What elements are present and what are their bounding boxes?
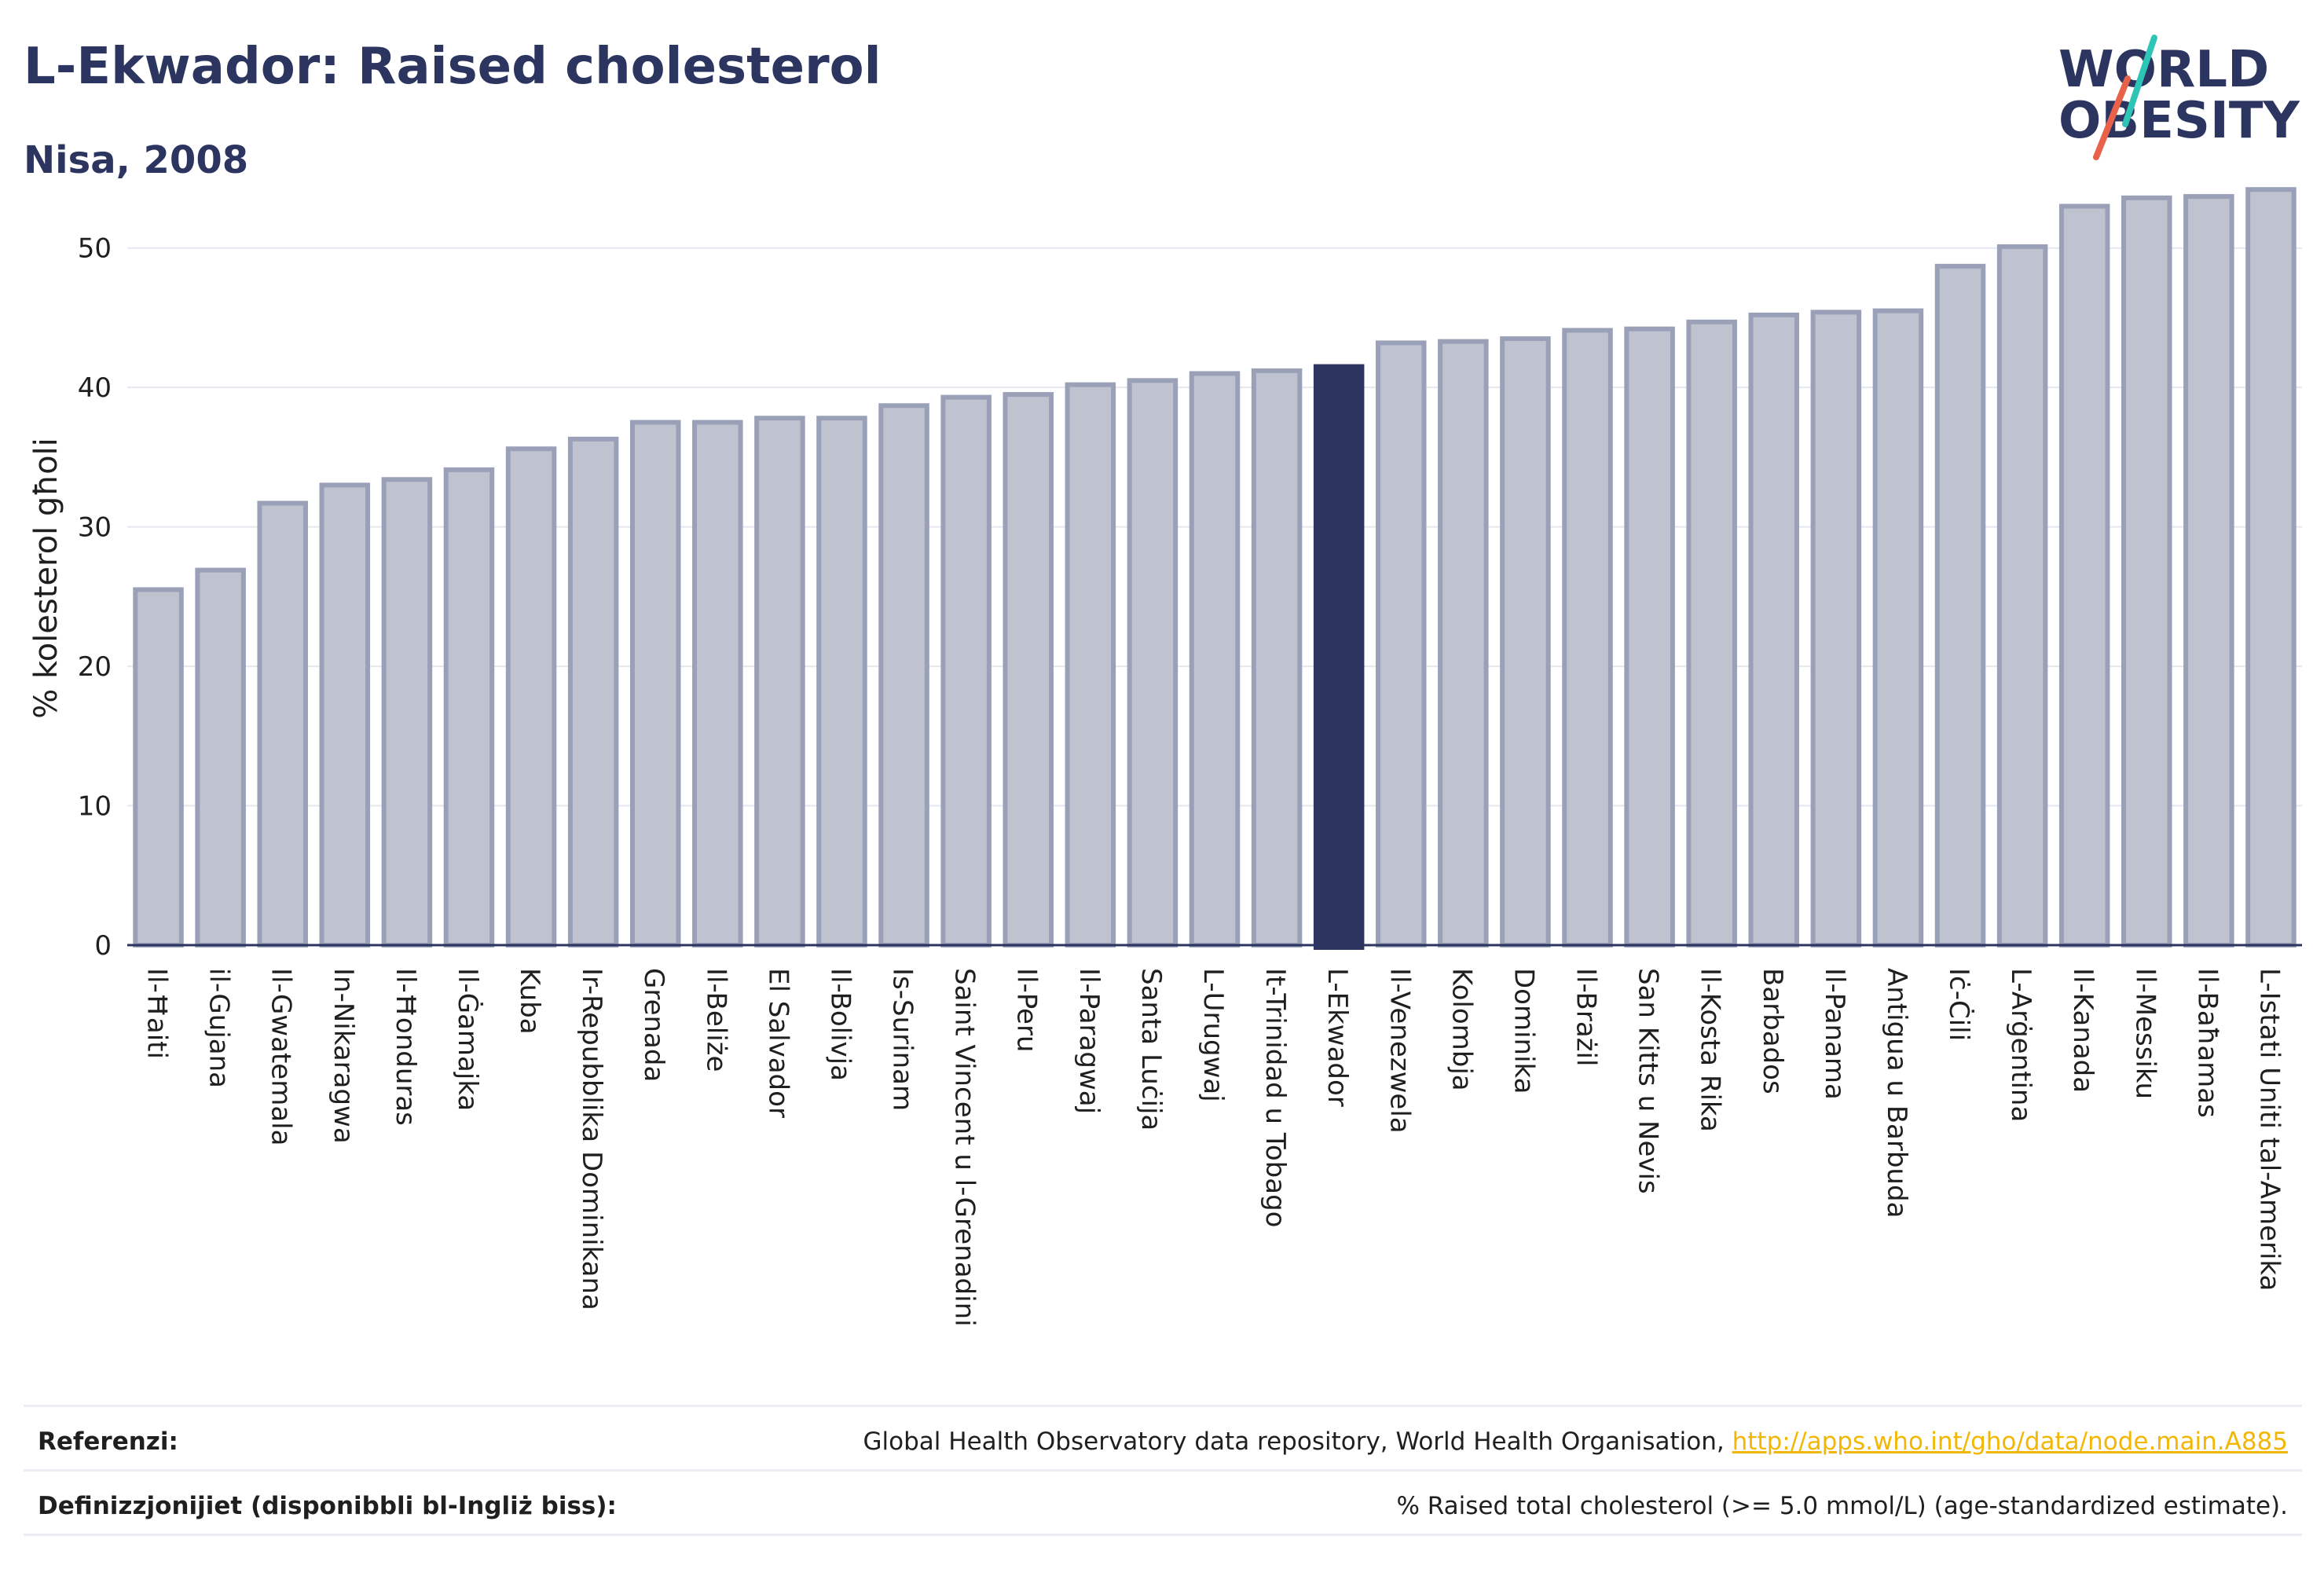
bar: [319, 482, 371, 947]
x-tick-label: Il-Ġamajka: [452, 968, 484, 1111]
x-tick-label: Il-Bolivja: [824, 968, 856, 1081]
bar: [2183, 194, 2234, 947]
bar: [1500, 336, 1551, 947]
bar: [1748, 312, 1800, 947]
bar: [257, 500, 308, 947]
x-tick-label: Is-Surinam: [887, 968, 918, 1111]
x-tick-label: L-Istati Uniti tal-Amerika: [2253, 968, 2285, 1291]
bar-chart: 0 10 20 30 40 50 Il-Ħaiti il-Gujana Il-Gwatemal…: [28, 187, 2302, 1327]
definitions-row: Definizzjonijiet (disponibbli bl-Ingliż …: [24, 1475, 2302, 1538]
x-tick-label: L-Arġentina: [2005, 968, 2036, 1122]
bar: [1810, 310, 1862, 947]
y-tick-label: 40: [78, 372, 112, 404]
references-link[interactable]: http://apps.who.int/gho/data/node.main.A…: [1732, 1428, 2288, 1456]
logo-slash-coral: [2093, 75, 2131, 160]
bar: [1562, 328, 1613, 947]
y-tick-label: 0: [94, 930, 112, 962]
x-tick-label: Antigua u Barbuda: [1881, 968, 1912, 1218]
chart-title: L-Ekwador: Raised cholesterol: [24, 38, 882, 96]
x-tick-label: Il-Beliże: [700, 968, 731, 1072]
bar: [443, 467, 495, 947]
x-tick-label: It-Trinidad u Tobago: [1259, 968, 1291, 1227]
bar: [1065, 382, 1116, 947]
y-tick-label: 50: [78, 233, 112, 265]
x-tick-label: Santa Luċija: [1135, 968, 1167, 1131]
bar: [567, 436, 619, 947]
y-tick-label: 20: [78, 651, 112, 683]
footer-divider-middle: [24, 1469, 2302, 1472]
footer-divider-top: [24, 1405, 2302, 1407]
x-tick-label: Il-Brażil: [1571, 968, 1602, 1066]
bar: [133, 587, 184, 947]
x-tick-label: San Kitts u Nevis: [1633, 968, 1664, 1194]
bar: [505, 446, 557, 947]
x-tick-label: L-Ekwador: [1321, 968, 1353, 1107]
logo-slash-teal: [2122, 35, 2157, 127]
bar: [754, 416, 805, 947]
references-text: Global Health Observatory data repositor…: [863, 1428, 1732, 1456]
bar: [1872, 308, 1924, 947]
x-tick-label: Il-Paragwaj: [1073, 968, 1105, 1114]
x-tick-label: Il-Baħamas: [2191, 968, 2223, 1118]
x-tick-label: Il-Peru: [1011, 968, 1043, 1052]
references-label: Referenzi:: [38, 1428, 178, 1456]
bar: [1251, 368, 1303, 947]
bar: [1996, 244, 2048, 948]
bar: [1127, 378, 1178, 947]
references-value: Global Health Observatory data repositor…: [863, 1428, 2288, 1456]
y-tick-label: 30: [78, 512, 112, 544]
definitions-value: % Raised total cholesterol (>= 5.0 mmol/…: [1396, 1492, 2288, 1520]
footer-divider-bottom: [24, 1534, 2302, 1536]
definitions-label: Definizzjonijiet (disponibbli bl-Ingliż …: [38, 1492, 617, 1520]
y-axis-label: % kolesterol għoli: [28, 438, 64, 719]
x-tick-label: Ir-Repubblika Dominikana: [576, 968, 607, 1310]
y-tick-labels: 0 10 20 30 40 50: [78, 233, 112, 962]
bar: [2121, 195, 2172, 948]
bar: [692, 420, 743, 947]
bar: [1934, 263, 1986, 947]
y-tick-label: 10: [78, 791, 112, 823]
x-tick-label: Saint Vincent u l-Grenadini: [949, 968, 981, 1327]
x-tick-label: Il-Panama: [1819, 968, 1850, 1100]
x-tick-label: In-Nikaragwa: [328, 968, 359, 1144]
x-tick-label: Il-Ħaiti: [141, 968, 173, 1059]
x-tick-label: Iċ-Ċili: [1943, 968, 1975, 1041]
bar: [940, 394, 992, 947]
bar: [1438, 339, 1489, 947]
bar: [1686, 319, 1737, 947]
logo-line2: OBESITY: [2058, 92, 2300, 150]
bar: [2245, 187, 2297, 948]
x-tick-label: Il-Gwatemala: [266, 968, 297, 1145]
bar-highlight: [1313, 364, 1365, 950]
bar: [2058, 203, 2110, 947]
bar: [629, 420, 681, 947]
x-tick-label: El Salvador: [762, 968, 794, 1118]
bar: [816, 416, 867, 947]
x-tick-label: Kuba: [514, 968, 545, 1035]
bar: [381, 477, 433, 947]
bar: [878, 403, 929, 947]
x-tick-label: Il-Ħonduras: [390, 968, 421, 1126]
x-tick-label: Il-Messiku: [2129, 968, 2161, 1099]
chart-subtitle: Nisa, 2008: [24, 138, 249, 182]
x-tick-label: Il-Kosta Rika: [1695, 968, 1726, 1132]
x-tick-label: Il-Kanada: [2067, 968, 2099, 1093]
bar: [1189, 371, 1241, 948]
x-tick-label: Barbados: [1757, 968, 1788, 1094]
bars: [133, 187, 2297, 950]
x-tick-label: L-Urugwaj: [1197, 968, 1229, 1102]
world-obesity-logo: WORLD OBESITY: [2058, 35, 2300, 160]
x-tick-label: il-Gujana: [203, 968, 235, 1088]
bar: [1375, 340, 1427, 947]
x-tick-label: Kolombja: [1446, 968, 1477, 1091]
bar: [195, 567, 246, 947]
x-tick-labels: Il-Ħaiti il-Gujana Il-Gwatemala In-Nikaragw…: [141, 968, 2286, 1327]
logo-line1: WORLD: [2058, 41, 2269, 99]
x-tick-label: Il-Venezwela: [1384, 968, 1415, 1134]
x-tick-label: Dominika: [1508, 968, 1539, 1094]
x-tick-label: Grenada: [638, 968, 669, 1082]
bar: [1624, 326, 1675, 948]
references-row: Referenzi: Global Health Observatory dat…: [24, 1410, 2302, 1473]
bar: [1003, 392, 1054, 947]
